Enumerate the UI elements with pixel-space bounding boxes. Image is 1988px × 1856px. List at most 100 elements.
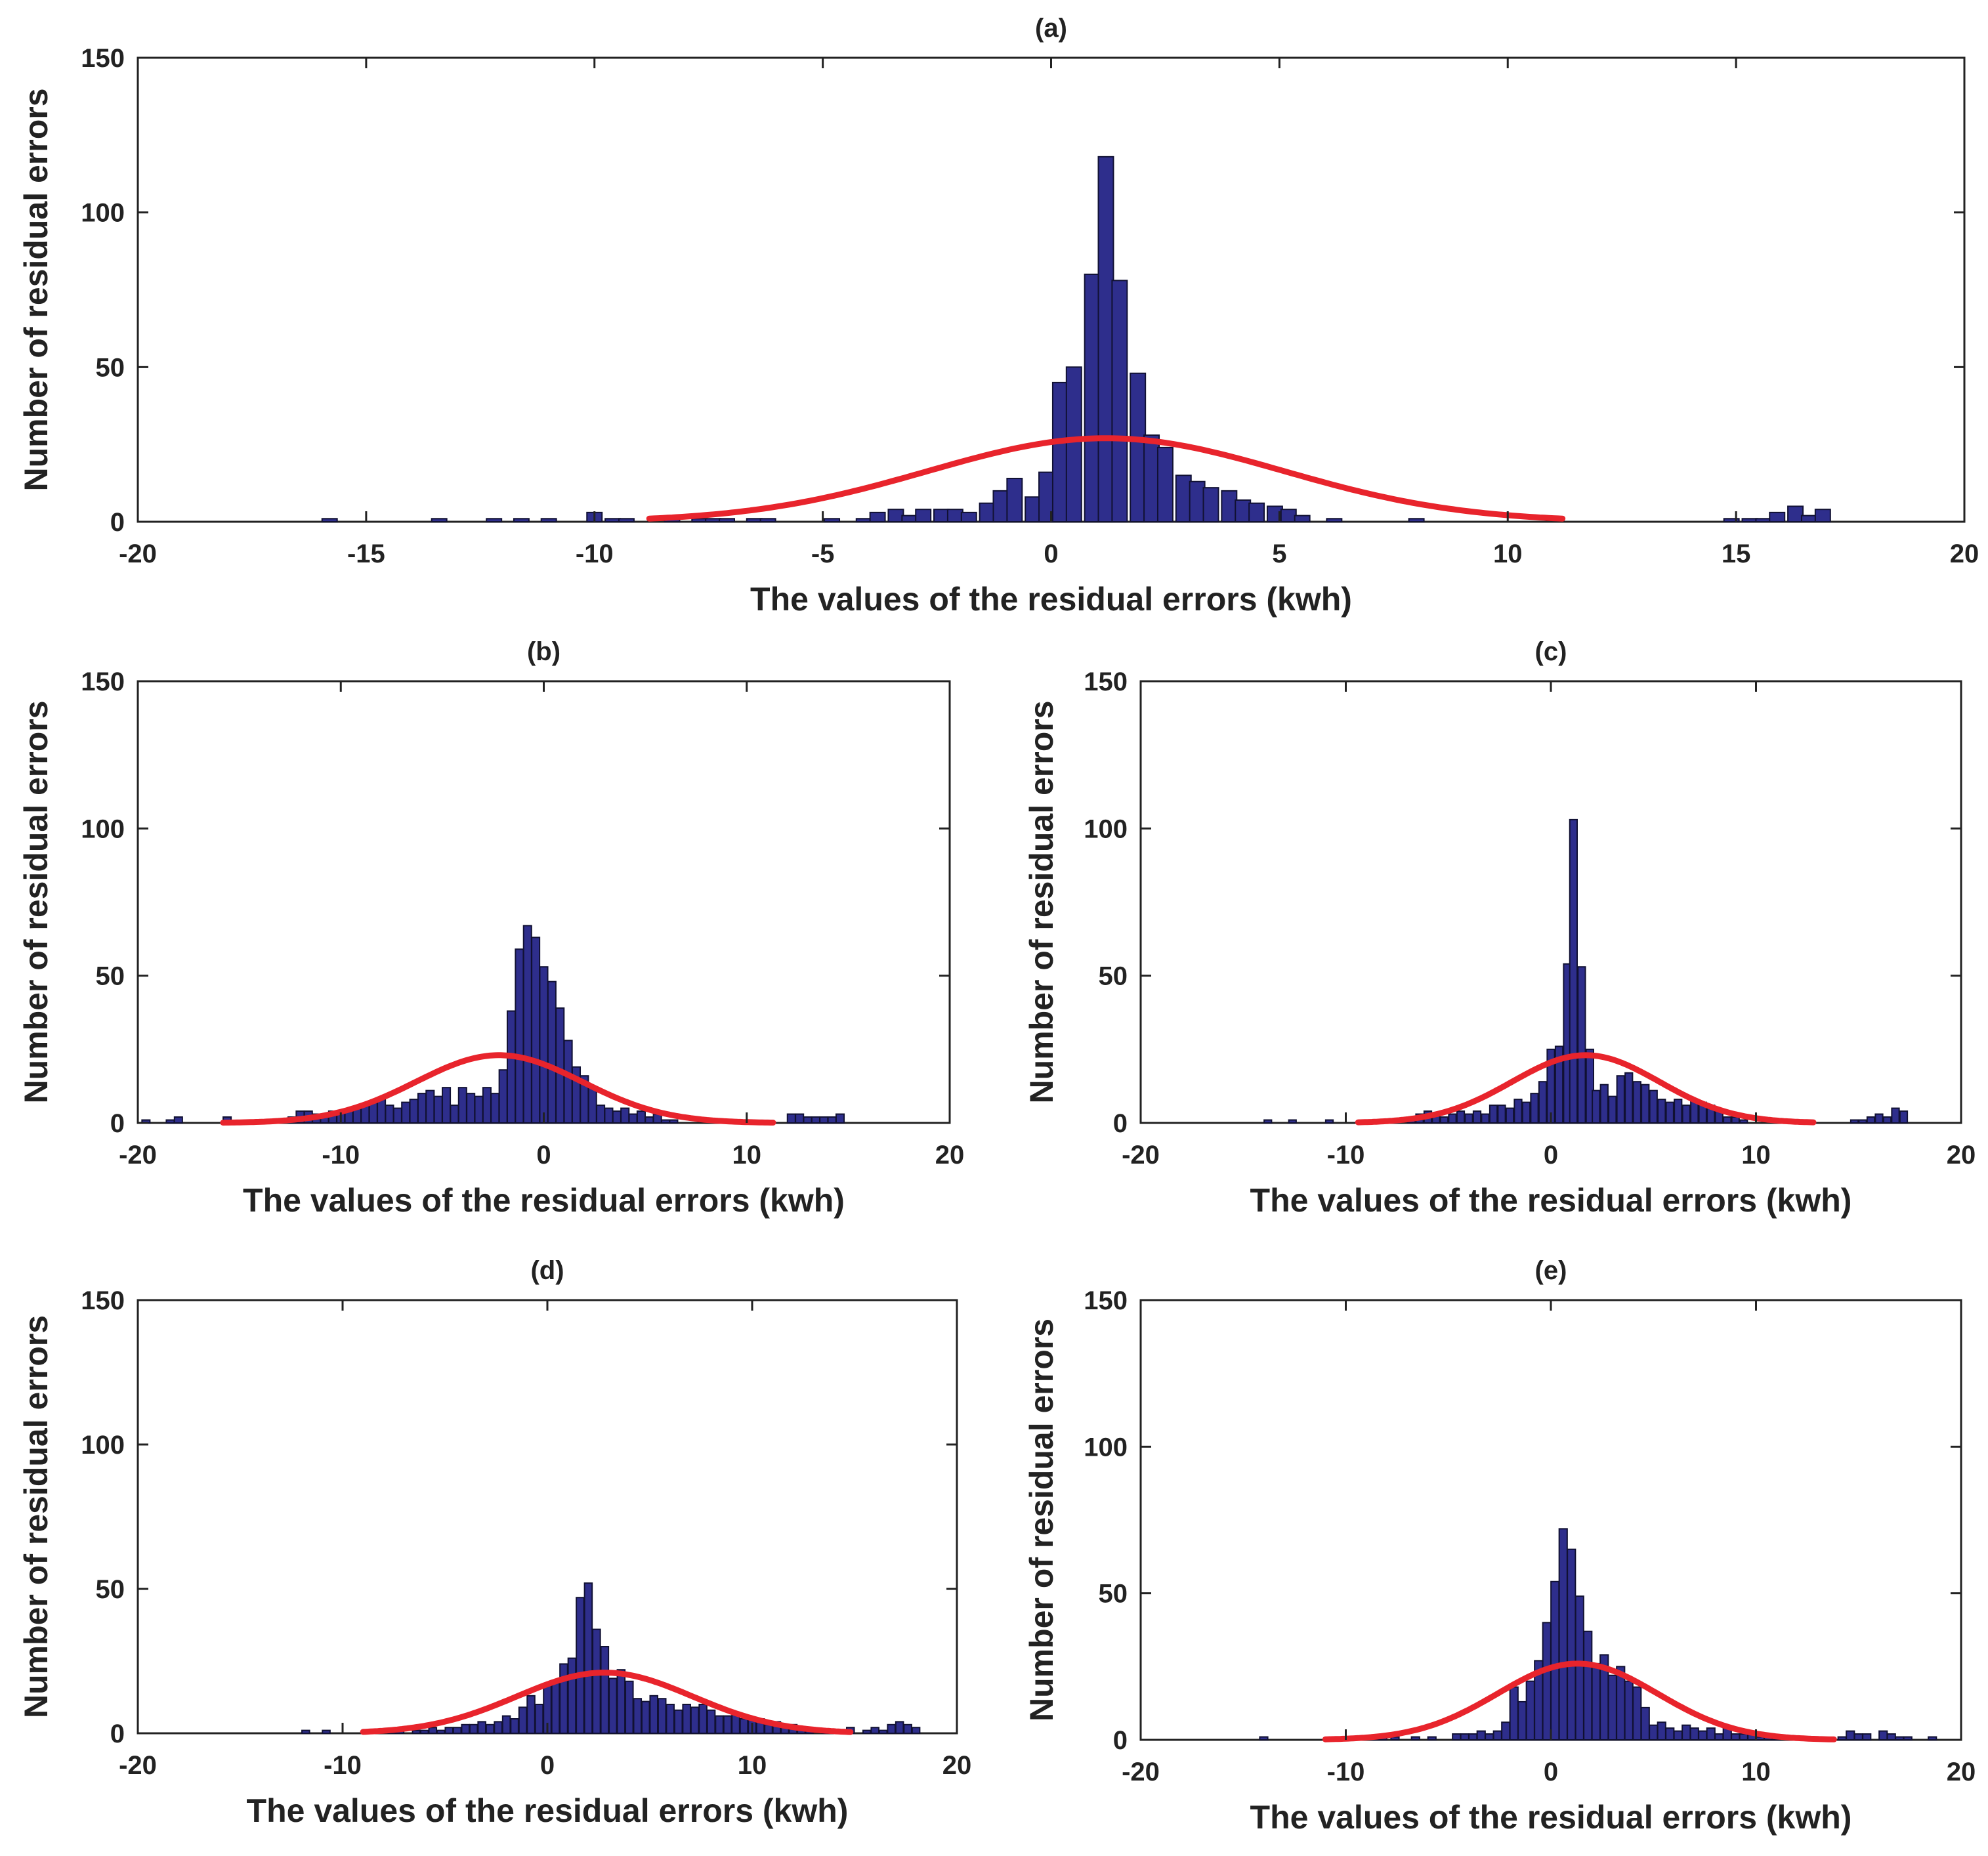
- panel-a-histogram-bar: [691, 518, 708, 523]
- panel-e-histogram-bar: [1259, 1736, 1269, 1741]
- panel-e-bars: [1259, 1528, 1937, 1741]
- panel-c-histogram-bar: [1608, 1095, 1617, 1124]
- panel-a-histogram-bar: [1235, 499, 1252, 522]
- panel-a-histogram-bar: [1051, 381, 1068, 523]
- panel-d-histogram-bar: [461, 1723, 470, 1735]
- panel-a-x-tick-label: -10: [576, 539, 614, 568]
- panel-d-histogram-bar: [444, 1727, 454, 1734]
- panel-d-histogram-bar: [485, 1723, 495, 1735]
- panel-a-x-tick-label: 10: [1493, 539, 1523, 568]
- panel-a-histogram-bar: [1280, 509, 1297, 522]
- panel-a-histogram-bar: [915, 509, 932, 522]
- panel-d-histogram-bar: [715, 1715, 724, 1735]
- panel-b-histogram-bar: [442, 1087, 452, 1124]
- panel-e-histogram-bar: [1517, 1700, 1527, 1741]
- panel-d-y-tick-label: 50: [96, 1575, 125, 1604]
- panel-c-histogram-bar: [1899, 1110, 1909, 1124]
- panel-b-histogram-bar: [811, 1116, 820, 1124]
- panel-d-x-tick-label: 0: [540, 1751, 555, 1780]
- panel-c-histogram-bar: [1505, 1107, 1515, 1124]
- panel-d-x-tick-label: -20: [119, 1751, 157, 1780]
- panel-e-y-tick-label: 0: [1113, 1726, 1128, 1755]
- panel-a-y-tick-label: 0: [110, 508, 125, 537]
- panel-e-histogram-bar: [1485, 1733, 1494, 1740]
- panel-e-histogram-bar: [1632, 1686, 1642, 1741]
- panel-e-histogram-bar: [1607, 1674, 1617, 1741]
- panel-c-y-tick-label: 150: [1084, 667, 1128, 696]
- panel-d-histogram-bar: [625, 1680, 634, 1735]
- panel-e-x-tick-label: -20: [1122, 1758, 1160, 1786]
- panel-a-histogram-bar: [1097, 156, 1114, 522]
- panel-c-histogram-bar: [1657, 1099, 1666, 1124]
- panel-a-histogram-bar: [946, 509, 963, 522]
- panel-a-histogram-bar: [1723, 518, 1740, 523]
- panel-c-histogram-bar: [1569, 818, 1578, 1124]
- panel-d-histogram-bar: [469, 1723, 478, 1735]
- panel-a-histogram-bar: [1741, 518, 1758, 523]
- panel-b-title: (b): [527, 637, 560, 666]
- panel-c-histogram-bar: [1530, 1093, 1539, 1124]
- panel-c-x-tick-label: 0: [1544, 1141, 1558, 1170]
- panel-d-x-tick-label: -10: [324, 1751, 362, 1780]
- panel-e-histogram-bar: [1731, 1733, 1741, 1740]
- panel-d-histogram-bar: [878, 1729, 888, 1735]
- panel-b-y-axis-label: Number of residual errors: [18, 700, 54, 1103]
- panel-b-histogram-bar: [490, 1093, 500, 1124]
- panel-d-histogram-bar: [739, 1718, 749, 1734]
- panel-b-histogram-bar: [596, 1105, 606, 1124]
- panel-b-histogram-bar: [392, 1107, 402, 1124]
- panel-a-histogram-bar: [1006, 478, 1023, 522]
- panel-e-histogram-bar: [1410, 1736, 1420, 1741]
- panel-a-plot-area: [137, 56, 1966, 523]
- panel-d-histogram-bar: [322, 1729, 331, 1735]
- panel-c-histogram-bar: [1882, 1116, 1892, 1124]
- panel-e-x-tick-label: 0: [1544, 1758, 1558, 1786]
- panel-d-histogram-bar: [301, 1729, 310, 1735]
- panel-a-histogram-bar: [1202, 487, 1219, 522]
- panel-c-histogram-bar: [1592, 1089, 1601, 1124]
- panel-a-histogram-bar: [824, 518, 841, 523]
- panel-a-x-tick-label: -20: [119, 539, 157, 568]
- panel-d-histogram-bar: [412, 1729, 421, 1735]
- panel-d-histogram-bar: [903, 1723, 912, 1735]
- panel-c-x-tick-label: -10: [1327, 1141, 1365, 1170]
- panel-b-histogram-bar: [377, 1099, 387, 1124]
- panel-e-histogram-bar: [1665, 1727, 1675, 1740]
- panel-e-histogram-bar: [1846, 1730, 1855, 1741]
- panel-e-histogram-bar: [1886, 1733, 1896, 1740]
- panel-d-histogram-bar: [494, 1721, 503, 1734]
- panel-d-histogram-bar: [673, 1709, 683, 1735]
- panel-b-histogram-bar: [795, 1113, 805, 1124]
- panel-e-histogram-bar: [1895, 1736, 1905, 1741]
- panel-b-y-tick-label: 100: [81, 814, 125, 843]
- panel-e-histogram-bar: [1427, 1736, 1437, 1741]
- panel-b-x-tick-label: 10: [732, 1141, 762, 1170]
- panel-b-ticks: -20 -10 0 10 20 0 50 100 150: [81, 667, 964, 1170]
- panel-d-histogram-bar: [600, 1646, 610, 1734]
- panel-a-histogram-bar: [1326, 518, 1343, 523]
- panel-c-x-axis-label: The values of the residual errors (kwh): [1250, 1182, 1852, 1219]
- panel-a-histogram-bar: [486, 518, 503, 523]
- panel-e-histogram-bar: [1862, 1733, 1872, 1740]
- panel-d-y-tick-label: 0: [110, 1719, 125, 1748]
- panel-c-y-axis-label: Number of residual errors: [1023, 700, 1060, 1103]
- panel-a-x-tick-label: 15: [1722, 539, 1751, 568]
- panel-b-histogram-bar: [450, 1105, 459, 1124]
- panel-c-histogram-bar: [1850, 1119, 1859, 1124]
- panel-e-histogram-bar: [1468, 1733, 1478, 1740]
- panel-b-histogram-bar: [645, 1116, 654, 1124]
- panel-e-histogram-bar: [1640, 1706, 1650, 1741]
- panel-e-histogram-bar: [1558, 1528, 1568, 1740]
- panel-a-histogram-bar: [1175, 475, 1192, 522]
- panel-d-histogram-bar: [518, 1706, 528, 1734]
- panel-d-histogram-bar: [551, 1680, 560, 1735]
- panel-a-histogram-bar: [1408, 518, 1425, 523]
- panel-b-histogram-bar: [555, 1007, 565, 1124]
- panel-a-histogram-bar: [618, 518, 635, 523]
- panel-d-y-axis-label: Number of residual errors: [18, 1315, 54, 1718]
- panel-c-y-tick-label: 0: [1113, 1109, 1128, 1138]
- panel-e-x-tick-label: 20: [1947, 1758, 1976, 1786]
- panel-d-plot-area: [137, 1299, 958, 1735]
- panel-b-histogram-bar: [819, 1116, 829, 1124]
